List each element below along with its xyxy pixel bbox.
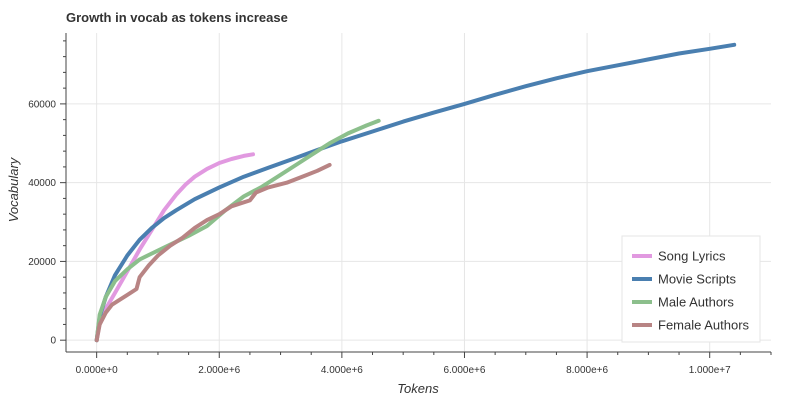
x-tick-label: 2.000e+6 xyxy=(198,365,240,376)
legend: Song Lyrics Movie Scripts Male Authors Fema… xyxy=(621,235,761,343)
x-axis-label: Tokens xyxy=(397,381,439,396)
y-axis-label: Vocabulary xyxy=(6,156,21,222)
legend-label-movie-scripts: Movie Scripts xyxy=(658,272,737,287)
grid xyxy=(66,33,771,352)
y-tick-label: 0 xyxy=(50,336,56,347)
axes: 0.000e+0 2.000e+6 4.000e+6 6.000e+6 8.000e+6… xyxy=(28,33,772,376)
series-lines xyxy=(94,42,737,343)
chart-title: Growth in vocab as tokens increase xyxy=(66,10,288,25)
x-tick-label: 6.000e+6 xyxy=(443,365,485,376)
series-line-song-lyrics xyxy=(94,152,255,343)
y-tick-label: 40000 xyxy=(28,178,56,189)
legend-label-song-lyrics: Song Lyrics xyxy=(658,249,726,264)
y-tick-label: 60000 xyxy=(28,99,56,110)
series-line-male-authors xyxy=(94,118,381,343)
legend-label-female-authors: Female Authors xyxy=(658,318,750,333)
x-tick-label: 1.000e+7 xyxy=(689,365,731,376)
series-line-female-authors xyxy=(94,162,332,343)
y-tick-label: 20000 xyxy=(28,257,56,268)
x-tick-label: 4.000e+6 xyxy=(321,365,363,376)
legend-label-male-authors: Male Authors xyxy=(658,295,734,310)
x-tick-label: 0.000e+0 xyxy=(76,365,118,376)
x-tick-label: 8.000e+6 xyxy=(566,365,608,376)
